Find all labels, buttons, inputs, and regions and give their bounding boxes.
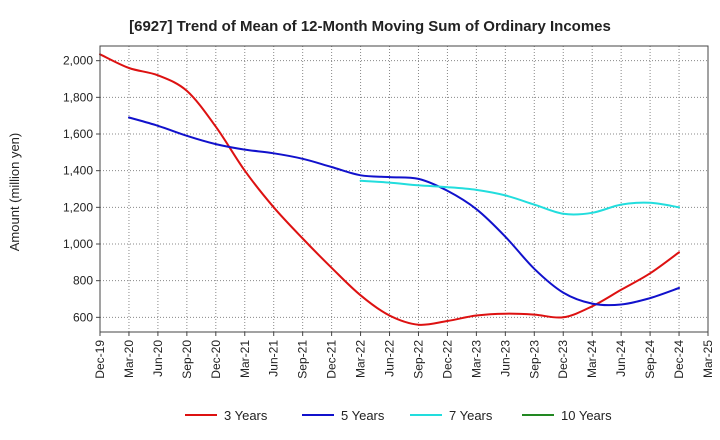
- x-tick-label: Sep-24: [643, 340, 657, 379]
- legend-label-7-years: 7 Years: [449, 408, 493, 423]
- x-tick-label: Jun-20: [151, 340, 165, 377]
- x-tick-label: Sep-20: [180, 340, 194, 379]
- x-tick-label: Mar-20: [122, 340, 136, 378]
- series-layer: [99, 53, 680, 326]
- legend: 3 Years 5 Years 7 Years 10 Years: [185, 408, 612, 423]
- x-tick-label: Jun-21: [267, 340, 281, 377]
- x-tick-label: Mar-21: [238, 340, 252, 378]
- legend-label-10-years: 10 Years: [561, 408, 612, 423]
- x-tick-label: Dec-20: [209, 340, 223, 379]
- x-tick-label: Dec-19: [93, 340, 107, 379]
- x-tick-label: Dec-22: [440, 340, 454, 379]
- x-tick-label: Mar-25: [701, 340, 715, 378]
- y-tick-label: 1,800: [63, 90, 93, 104]
- x-tick-label: Sep-23: [527, 340, 541, 379]
- x-tick-label: Sep-22: [411, 340, 425, 379]
- series-line-5-years: [128, 116, 680, 307]
- x-tick-label: Jun-22: [383, 340, 397, 377]
- x-tick-label: Dec-23: [556, 340, 570, 379]
- legend-label-3-years: 3 Years: [224, 408, 268, 423]
- y-axis-label: Amount (million yen): [7, 133, 22, 252]
- x-tick-label: Dec-21: [325, 340, 339, 379]
- x-tick-label: Jun-24: [614, 340, 628, 377]
- series-line-3-years: [99, 53, 680, 326]
- y-axis: 600 800 1,000 1,200 1,400 1,600 1,800 2,000: [63, 54, 100, 324]
- chart-title: [6927] Trend of Mean of 12-Month Moving …: [129, 18, 611, 35]
- legend-label-5-years: 5 Years: [341, 408, 385, 423]
- x-tick-label: Mar-23: [469, 340, 483, 378]
- series-line-7-years: [359, 179, 680, 216]
- x-tick-label: Mar-22: [354, 340, 368, 378]
- y-tick-label: 800: [73, 274, 93, 288]
- x-tick-label: Jun-23: [498, 340, 512, 377]
- y-tick-label: 1,000: [63, 237, 93, 251]
- y-tick-label: 1,400: [63, 164, 93, 178]
- grid: [100, 46, 708, 332]
- x-tick-label: Dec-24: [672, 340, 686, 379]
- y-tick-label: 2,000: [63, 54, 93, 68]
- x-tick-label: Mar-24: [585, 340, 599, 378]
- y-tick-label: 1,200: [63, 200, 93, 214]
- plot-frame: [99, 45, 709, 333]
- y-tick-label: 1,600: [63, 127, 93, 141]
- x-axis: Dec-19 Mar-20 Jun-20 Sep-20 Dec-20 Mar-21 Jun-…: [93, 332, 715, 379]
- y-tick-label: 600: [73, 310, 93, 324]
- x-tick-label: Sep-21: [296, 340, 310, 379]
